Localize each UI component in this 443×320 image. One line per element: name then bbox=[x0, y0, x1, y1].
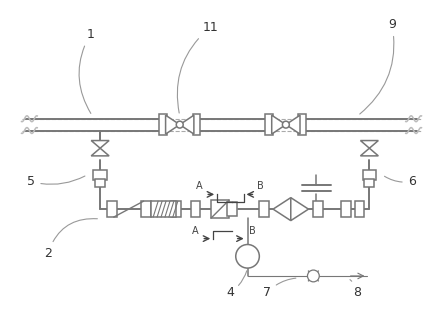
Circle shape bbox=[176, 121, 183, 128]
Text: 1: 1 bbox=[79, 28, 94, 113]
Bar bbox=[193, 114, 200, 135]
Polygon shape bbox=[166, 115, 180, 134]
Bar bbox=[159, 114, 167, 135]
Bar bbox=[313, 201, 323, 217]
Text: A: A bbox=[192, 226, 198, 236]
Bar bbox=[355, 201, 365, 217]
Polygon shape bbox=[286, 115, 300, 134]
Polygon shape bbox=[91, 148, 109, 156]
Polygon shape bbox=[273, 198, 291, 220]
Bar bbox=[190, 201, 200, 217]
Text: 6: 6 bbox=[385, 175, 416, 188]
Bar bbox=[365, 179, 374, 187]
Text: 2: 2 bbox=[44, 219, 97, 260]
Polygon shape bbox=[361, 148, 378, 156]
Circle shape bbox=[307, 270, 319, 282]
Bar bbox=[141, 201, 151, 217]
Polygon shape bbox=[361, 140, 378, 148]
Bar bbox=[341, 201, 351, 217]
Polygon shape bbox=[291, 198, 308, 220]
Bar bbox=[171, 201, 181, 217]
Text: A: A bbox=[196, 181, 202, 191]
Bar bbox=[265, 114, 273, 135]
Bar bbox=[93, 170, 107, 180]
Circle shape bbox=[236, 244, 259, 268]
Bar bbox=[227, 202, 237, 216]
Text: B: B bbox=[249, 226, 255, 236]
Text: 5: 5 bbox=[27, 175, 85, 188]
Polygon shape bbox=[272, 115, 286, 134]
Text: 8: 8 bbox=[350, 280, 361, 299]
Bar bbox=[95, 179, 105, 187]
Bar bbox=[362, 170, 376, 180]
Text: B: B bbox=[257, 181, 264, 191]
Bar bbox=[151, 201, 176, 217]
Bar bbox=[211, 200, 229, 218]
Text: 4: 4 bbox=[226, 271, 247, 299]
Circle shape bbox=[282, 121, 289, 128]
Bar bbox=[298, 114, 306, 135]
Bar bbox=[259, 201, 269, 217]
Polygon shape bbox=[91, 140, 109, 148]
Text: 11: 11 bbox=[177, 21, 218, 113]
Polygon shape bbox=[180, 115, 194, 134]
Text: 7: 7 bbox=[263, 278, 296, 299]
Text: 9: 9 bbox=[360, 18, 396, 114]
Bar bbox=[107, 201, 117, 217]
